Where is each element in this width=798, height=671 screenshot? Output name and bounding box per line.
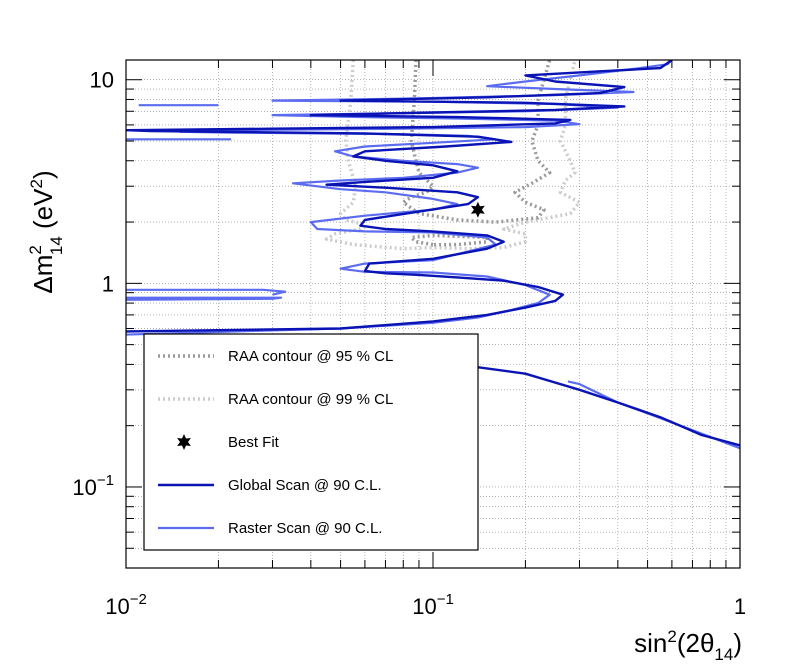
series-layer xyxy=(126,60,740,505)
legend-label: RAA contour @ 95 % CL xyxy=(228,348,393,365)
raster-contour-segment xyxy=(126,296,283,301)
global-contour-segment xyxy=(126,60,673,333)
legend-label: Raster Scan @ 90 C.L. xyxy=(228,520,382,537)
y-tick-label: 10−1 xyxy=(72,472,114,500)
legend-label: RAA contour @ 99 % CL xyxy=(228,391,393,408)
y-axis-title: Δm2 14 (eV2) xyxy=(26,170,66,293)
y-tick-label: 1 xyxy=(102,271,114,296)
tick-labels: 10−2 10−1 1 10−1 1 10 xyxy=(72,68,746,619)
global-contour-segment xyxy=(457,363,740,447)
x-tick-label: 10−1 xyxy=(412,591,454,619)
legend-best-fit-marker xyxy=(177,434,191,450)
y-tick-label: 10 xyxy=(90,68,114,93)
raa95-contour-segment xyxy=(401,60,552,224)
legend-label: Global Scan @ 90 C.L. xyxy=(228,477,382,494)
x-axis-title: sin2(2θ14) xyxy=(634,627,742,664)
axis-ticks xyxy=(125,60,741,569)
x-tick-label: 10−2 xyxy=(105,591,147,619)
best-fit-marker xyxy=(470,201,485,218)
legend-box xyxy=(143,333,479,551)
legend: RAA contour @ 95 % CL RAA contour @ 99 % … xyxy=(143,333,479,551)
x-tick-label: 1 xyxy=(734,594,746,619)
best-fit-layer xyxy=(470,201,485,218)
legend-label: Best Fit xyxy=(228,434,280,451)
raster-contour-segment xyxy=(126,288,287,296)
